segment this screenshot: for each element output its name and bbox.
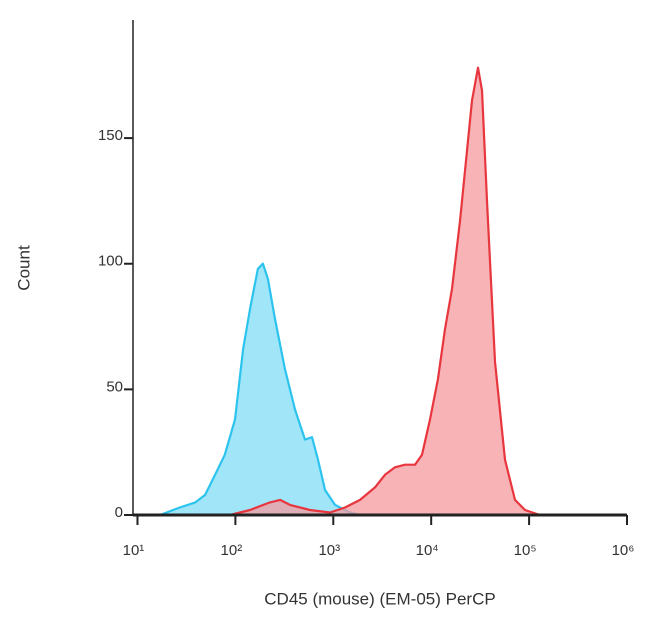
area [160,263,360,515]
x-axis-label: CD45 (mouse) (EM-05) PerCP [264,589,495,608]
y-tick-label: 0 [115,504,123,521]
x-tick-label: 10¹ [123,542,145,559]
x-tick-label: 10⁶ [612,542,635,559]
line [159,262,361,517]
x-tick-label: 10³ [318,542,340,559]
x-tick-label: 10⁵ [514,542,537,559]
y-tick-label: 150 [98,127,123,144]
y-axis-label: Count [14,245,33,291]
x-tick-label: 10² [221,542,243,559]
y-tick-label: 50 [106,378,123,395]
line [229,66,560,517]
y-tick-label: 100 [98,253,123,270]
area [229,67,560,515]
x-tick-label: 10⁴ [416,542,439,559]
